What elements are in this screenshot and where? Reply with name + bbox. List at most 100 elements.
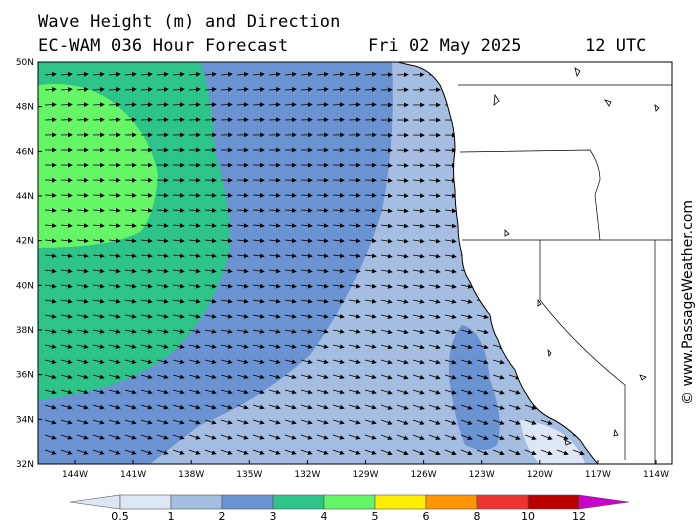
wave-arrow xyxy=(140,71,153,77)
wave-arrow xyxy=(252,329,265,334)
wave-arrow xyxy=(332,449,345,455)
wave-arrow xyxy=(412,314,425,320)
wave-arrow xyxy=(172,419,185,425)
wave-arrow xyxy=(60,238,73,244)
forecast-subtitle: EC-WAM 036 Hour Forecast xyxy=(38,36,289,56)
wave-arrow xyxy=(108,192,121,198)
wave-arrow xyxy=(252,223,265,228)
wave-arrow xyxy=(220,404,233,410)
wave-arrow xyxy=(156,359,169,365)
wave-arrow xyxy=(220,434,233,440)
wave-arrow xyxy=(412,284,425,289)
wave-arrow xyxy=(156,208,169,213)
wave-arrow xyxy=(268,344,281,349)
wave-arrow xyxy=(476,449,489,456)
wave-arrow xyxy=(380,268,393,274)
wave-arrow xyxy=(44,404,57,410)
wave-arrow xyxy=(60,359,73,365)
wave-arrow xyxy=(236,253,249,259)
wave-arrow xyxy=(108,419,121,425)
wave-arrow xyxy=(92,434,105,440)
coastline xyxy=(397,62,599,464)
wave-arrow xyxy=(476,329,489,335)
wave-arrow xyxy=(332,344,345,349)
wave-arrow xyxy=(172,238,185,244)
wave-arrow xyxy=(140,298,153,304)
wave-arrow xyxy=(396,268,409,274)
wave-arrow xyxy=(364,102,377,108)
wave-arrow xyxy=(396,449,409,456)
wave-arrow xyxy=(524,419,537,425)
wave-arrow xyxy=(412,344,425,350)
wave-arrow xyxy=(156,449,169,455)
wave-arrow xyxy=(92,102,105,108)
wave-arrow xyxy=(252,313,265,319)
wave-arrow xyxy=(124,208,137,213)
wave-arrow xyxy=(204,313,217,319)
wave-arrow xyxy=(348,329,361,334)
wave-arrow xyxy=(156,313,169,319)
wave-arrow xyxy=(252,208,265,213)
wave-arrow xyxy=(348,192,361,198)
wave-arrow xyxy=(44,283,57,289)
wave-arrow xyxy=(316,223,329,228)
wave-arrow xyxy=(364,404,377,410)
wave-arrow xyxy=(268,283,281,289)
wave-arrow xyxy=(124,374,137,380)
wave-arrow xyxy=(252,298,265,304)
wave-arrow xyxy=(204,208,217,213)
wave-arrow xyxy=(108,404,121,410)
legend-label: 6 xyxy=(423,510,430,523)
wave-arrow xyxy=(92,313,105,319)
wave-arrow xyxy=(220,238,233,244)
wave-arrow xyxy=(556,434,569,440)
wave-arrow xyxy=(268,192,281,198)
wave-arrow xyxy=(220,389,233,395)
wave-arrow xyxy=(92,192,105,198)
wave-arrow xyxy=(348,449,361,455)
wave-arrow xyxy=(300,208,313,213)
legend-swatch xyxy=(221,494,274,510)
wave-arrow xyxy=(396,404,409,410)
lon-label: 123W xyxy=(469,470,495,480)
lon-label: 129W xyxy=(352,470,378,480)
legend-swatch xyxy=(272,494,325,510)
wave-arrow xyxy=(60,102,73,108)
wave-arrow xyxy=(476,389,489,395)
wave-arrow xyxy=(284,359,297,365)
wave-arrow xyxy=(348,223,361,228)
wave-arrow xyxy=(252,404,265,410)
wave-arrow xyxy=(140,359,153,365)
wave-arrow xyxy=(156,344,169,349)
wave-arrow xyxy=(460,329,473,335)
wave-arrow xyxy=(252,268,265,274)
wave-arrow xyxy=(236,359,249,365)
wave-arrow xyxy=(76,283,89,289)
wave-arrow xyxy=(316,192,329,198)
wave-arrow xyxy=(76,329,89,334)
wave-arrow xyxy=(92,298,105,304)
wave-direction-arrows xyxy=(44,71,601,456)
wave-arrow xyxy=(172,374,185,380)
wave-arrow xyxy=(220,192,233,198)
legend-swatch xyxy=(425,494,478,510)
wave-arrow xyxy=(364,329,377,334)
wave-arrow xyxy=(124,313,137,319)
wave-arrow xyxy=(204,359,217,365)
wave-arrow xyxy=(460,374,473,380)
wave-arrow xyxy=(316,208,329,213)
wave-arrow xyxy=(156,102,169,108)
wave-arrow xyxy=(172,71,185,77)
wave-arrow xyxy=(428,208,441,214)
wave-arrow xyxy=(204,223,217,228)
wave-arrow xyxy=(492,434,505,440)
wave-arrow xyxy=(428,374,441,380)
wave-arrow xyxy=(76,389,89,395)
wave-arrow xyxy=(380,449,393,456)
wave-arrow xyxy=(460,419,473,425)
wave-arrow xyxy=(188,283,201,289)
wave-arrow xyxy=(76,208,89,213)
wave-arrow xyxy=(284,374,297,380)
wave-arrow xyxy=(140,313,153,319)
wave-arrow xyxy=(220,223,233,228)
